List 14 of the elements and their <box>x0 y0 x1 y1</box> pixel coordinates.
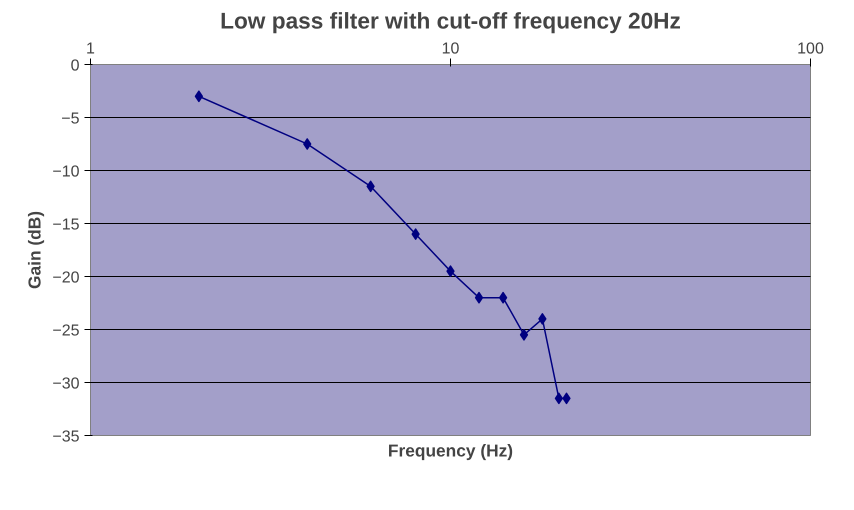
x-tick-label: 100 <box>797 40 824 58</box>
y-tick-label: 0 <box>70 58 80 74</box>
x-tick-label: 1 <box>86 40 96 58</box>
y-tick-label: −10 <box>52 164 80 180</box>
chart-title: Low pass filter with cut-off frequency 20Hz <box>220 8 681 34</box>
x-tick-label: 10 <box>442 40 460 58</box>
y-tick-label: −20 <box>52 270 80 286</box>
y-axis-title: Gain (dB) <box>24 211 44 289</box>
y-tick-label: −35 <box>52 428 80 446</box>
y-tick-label: −15 <box>52 216 80 234</box>
x-axis-title: Frequency (Hz) <box>388 440 514 460</box>
y-tick-label: −25 <box>52 322 80 340</box>
y-tick-label: −30 <box>52 376 80 392</box>
y-tick-label: −5 <box>61 110 80 128</box>
